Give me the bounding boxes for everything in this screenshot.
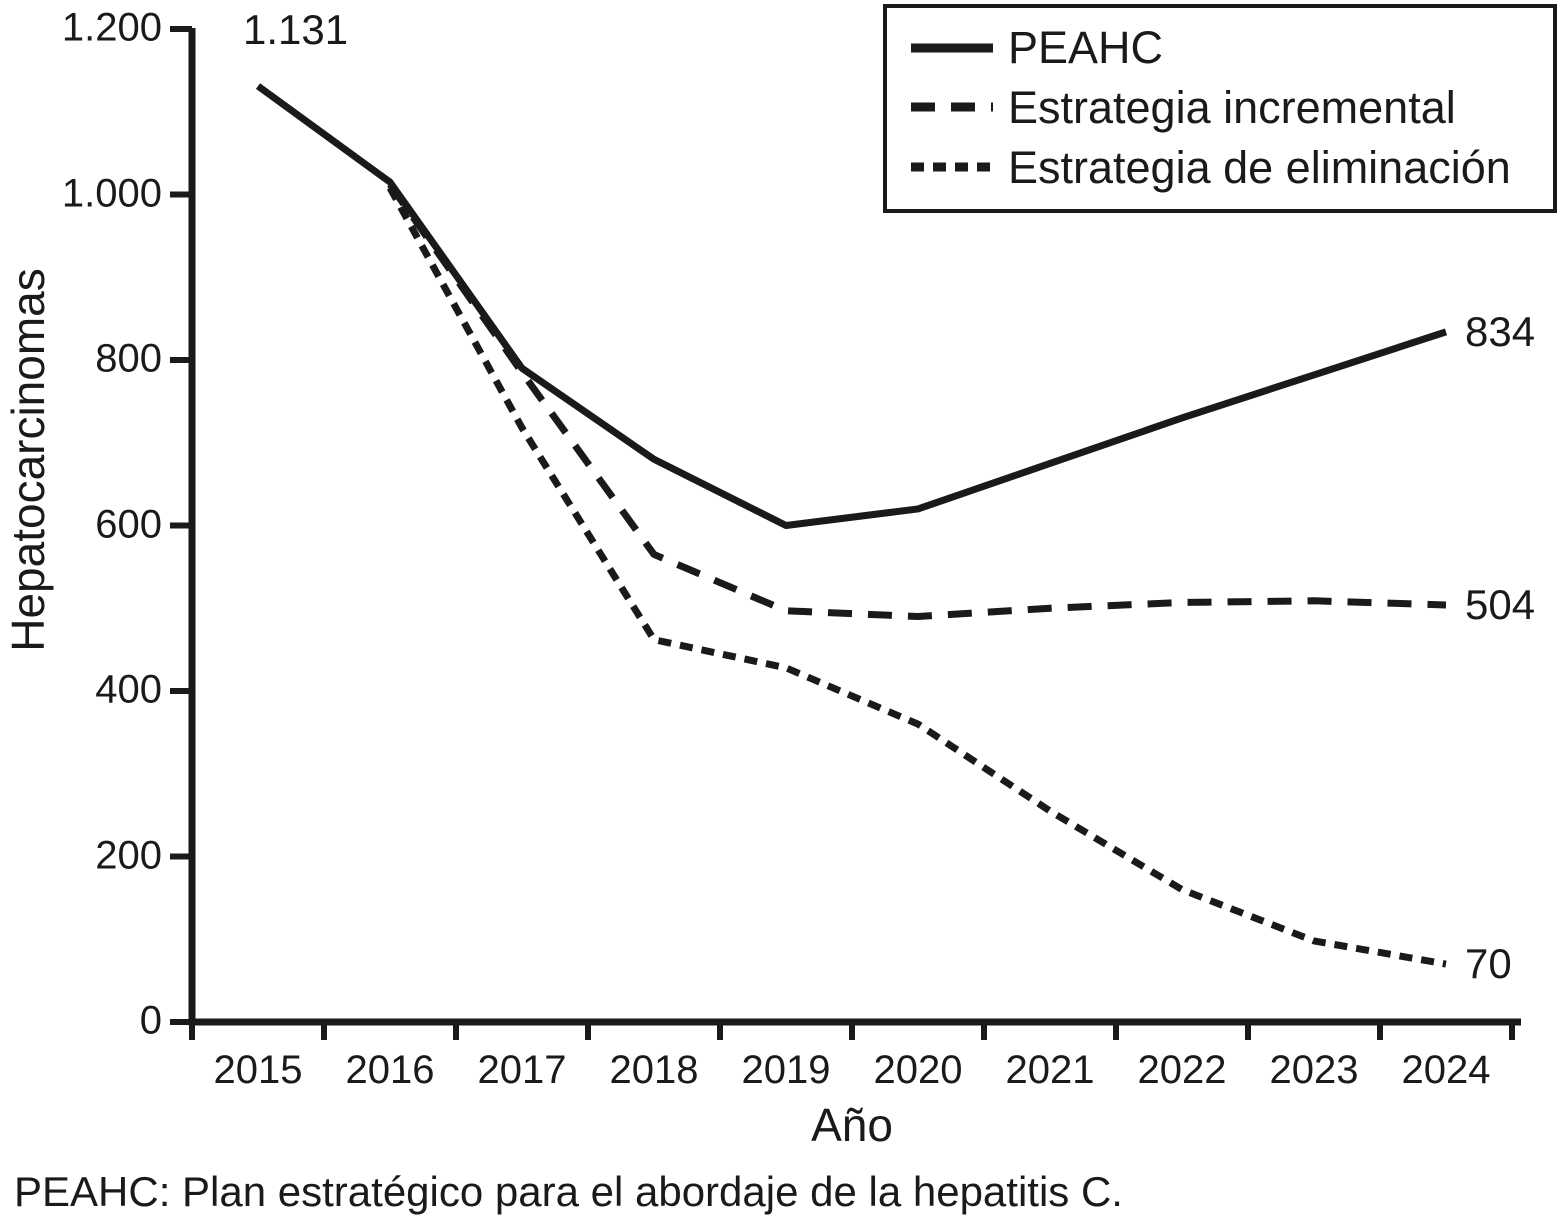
y-tick-label: 800	[95, 336, 162, 381]
y-tick-label: 200	[95, 833, 162, 878]
legend-line-sample-icon	[911, 43, 993, 53]
legend-line-sample-icon	[911, 102, 993, 112]
footer-note: PEAHC: Plan estratégico para el abordaje…	[14, 1168, 1123, 1215]
legend-item: Estrategia incremental	[911, 85, 1547, 130]
x-tick-label: 2024	[1401, 1048, 1491, 1092]
x-tick-label: 2015	[213, 1048, 303, 1092]
legend-item: PEAHC	[911, 25, 1547, 70]
x-tick-label: 2017	[477, 1048, 567, 1092]
x-tick-label: 2023	[1269, 1048, 1359, 1092]
x-tick-label: 2021	[1005, 1048, 1095, 1092]
x-tick-label: 2019	[741, 1048, 831, 1092]
legend: PEAHC Estrategia incremental Estrategia de…	[883, 4, 1557, 213]
legend-label: Estrategia incremental	[1008, 81, 1456, 133]
series-line-estrategia-incremental	[387, 182, 1447, 621]
series-end-label: 70	[1465, 940, 1512, 988]
y-tick-label: 600	[95, 502, 162, 547]
legend-label: Estrategia de eliminación	[1008, 141, 1511, 193]
x-tick-label: 2018	[609, 1048, 699, 1092]
x-tick-label: 2016	[345, 1048, 435, 1092]
legend-item: Estrategia de eliminación	[911, 145, 1547, 190]
y-axis-title: Hepatocarcinomas	[2, 268, 54, 652]
y-tick-label: 1.000	[61, 171, 162, 216]
legend-label: PEAHC	[1008, 22, 1164, 74]
y-tick-label: 0	[139, 998, 162, 1043]
series-line-peahc	[255, 83, 1448, 529]
y-tick-label: 400	[95, 667, 162, 712]
x-tick-label: 2022	[1137, 1048, 1227, 1092]
x-tick-label: 2020	[873, 1048, 963, 1092]
series-line-estrategia-de-eliminaci-n	[386, 186, 1447, 968]
x-axis-title: Año	[811, 1099, 893, 1151]
series-end-label: 504	[1465, 580, 1536, 628]
point-annotation: 1.131	[243, 6, 349, 54]
y-tick-label: 1.200	[61, 5, 162, 50]
legend-line-sample-icon	[911, 162, 993, 172]
series-end-label: 834	[1465, 307, 1536, 355]
